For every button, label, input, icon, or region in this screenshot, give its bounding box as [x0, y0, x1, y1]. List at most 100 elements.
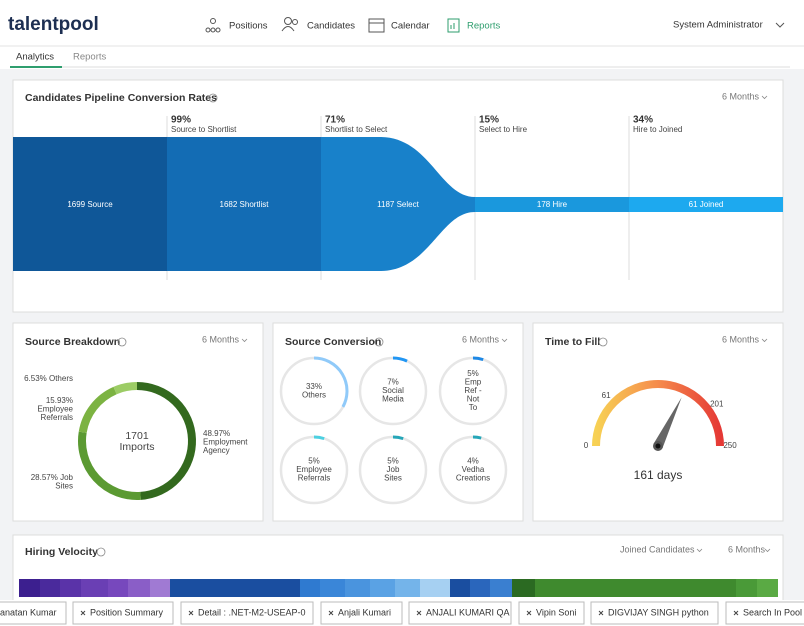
- velocity-segment: [128, 579, 150, 597]
- velocity-segment: [150, 579, 170, 597]
- open-tab-label[interactable]: Position Summary: [90, 607, 164, 617]
- ring-label: Vedha: [462, 465, 485, 474]
- velocity-period[interactable]: 6 Months: [728, 544, 766, 554]
- breakdown-period[interactable]: 6 Months: [202, 334, 240, 344]
- segment-label: 15.93%: [46, 396, 73, 405]
- segment-label: Sites: [55, 482, 73, 491]
- stage-label: 1682 Shortlist: [220, 200, 270, 209]
- open-tab-label[interactable]: ANJALI KUMARI QA: [426, 607, 510, 617]
- ring-label: Employee: [296, 465, 332, 474]
- pipeline-period[interactable]: 6 Months: [722, 91, 760, 101]
- ring-arc: [472, 435, 482, 440]
- open-tab[interactable]: [725, 601, 804, 625]
- ring-arc: [313, 435, 325, 441]
- velocity-segment: [470, 579, 490, 597]
- open-tab-label[interactable]: DIGVIJAY SINGH python: [608, 607, 709, 617]
- open-tab-label[interactable]: anatan Kumar: [0, 607, 57, 617]
- velocity-segment: [345, 579, 370, 597]
- nav-calendar[interactable]: Calendar: [391, 21, 430, 32]
- segment-label: Referrals: [41, 413, 73, 422]
- tab-analytics[interactable]: Analytics: [16, 52, 54, 63]
- donut-segment: [78, 431, 141, 500]
- conversion-rate: 34%: [633, 115, 653, 126]
- ring-label: Job: [387, 465, 400, 474]
- velocity-segment: [81, 579, 108, 597]
- velocity-segment: [512, 579, 535, 597]
- velocity-segment: [395, 579, 420, 597]
- tab-close: [526, 610, 532, 616]
- velocity-segment: [580, 579, 736, 597]
- open-tab-label[interactable]: Detail : .NET-M2-USEAP-0: [198, 607, 306, 617]
- logo[interactable]: talentpool: [8, 14, 99, 35]
- velocity-segment: [535, 579, 580, 597]
- ring-label: Creations: [456, 474, 490, 483]
- conversion-label: Hire to Joined: [633, 125, 682, 134]
- nav-candidates[interactable]: Candidates: [307, 21, 355, 32]
- tab-close: [733, 610, 739, 616]
- segment-label: Employment: [203, 438, 248, 447]
- velocity-segment: [490, 579, 512, 597]
- funnel: [13, 116, 783, 280]
- segment-label: 28.57% Job: [31, 473, 74, 482]
- tab-close: [188, 610, 194, 616]
- tab-reports[interactable]: Reports: [73, 52, 107, 63]
- ring-label: Media: [382, 395, 404, 404]
- velocity-filter[interactable]: Joined Candidates: [620, 544, 695, 554]
- velocity-segment: [300, 579, 320, 597]
- segment-label: Employee: [37, 405, 73, 414]
- ring-label: Social: [382, 386, 404, 395]
- conversion-title: Source Conversion: [285, 336, 381, 348]
- open-tab-label[interactable]: Anjali Kumari: [338, 607, 391, 617]
- conversion-period[interactable]: 6 Months: [462, 334, 500, 344]
- velocity-strip: [19, 579, 778, 597]
- ring-label: Others: [302, 390, 326, 399]
- ring-label: 5%: [467, 369, 479, 378]
- gauge-hub-dot: [655, 443, 661, 449]
- ring-label: 4%: [467, 457, 479, 466]
- velocity-segment: [108, 579, 128, 597]
- nav-positions[interactable]: Positions: [229, 21, 268, 32]
- header: [0, 0, 804, 46]
- ring-label: Ref -: [464, 386, 482, 395]
- nav-reports[interactable]: Reports: [467, 21, 501, 32]
- stage-label: 61 Joined: [689, 200, 724, 209]
- time-period[interactable]: 6 Months: [722, 334, 760, 344]
- open-tab[interactable]: [180, 601, 314, 625]
- ring-arc: [392, 356, 408, 363]
- open-tab[interactable]: [408, 601, 512, 625]
- gauge-tick-label: 250: [723, 441, 737, 450]
- tab-close: [80, 610, 86, 616]
- donut-segment: [78, 386, 117, 434]
- velocity-segment: [19, 579, 40, 597]
- velocity-segment: [40, 579, 60, 597]
- ring-label: 7%: [387, 378, 399, 387]
- conversion-label: Shortlist to Select: [325, 125, 388, 134]
- open-tab[interactable]: [320, 601, 403, 625]
- tab-close: [416, 610, 422, 616]
- open-tab[interactable]: [590, 601, 719, 625]
- conversion-label: Source to Shortlist: [171, 125, 237, 134]
- open-tab[interactable]: [0, 601, 67, 625]
- user-menu[interactable]: System Administrator: [673, 20, 763, 31]
- tab-close: [328, 610, 334, 616]
- conversion-rate: 99%: [171, 115, 191, 126]
- gauge-arc: [592, 380, 724, 447]
- ring-label: Sites: [384, 474, 402, 483]
- gauge-tick-label: 61: [602, 391, 611, 400]
- time-title: Time to Fill: [545, 336, 600, 348]
- open-tab-label[interactable]: Search In Pool: [743, 607, 802, 617]
- open-tab[interactable]: [72, 601, 174, 625]
- ring-arc: [392, 435, 404, 441]
- open-tab-label[interactable]: Vipin Soni: [536, 607, 576, 617]
- open-tab[interactable]: [518, 601, 585, 625]
- stage-label: 1187 Select: [377, 200, 419, 209]
- segment-label: 48.97%: [203, 429, 230, 438]
- donut-center: 1701: [125, 430, 149, 442]
- gauge-needle: [653, 397, 682, 449]
- ring-arc: [313, 356, 349, 408]
- ring-label: 5%: [308, 457, 320, 466]
- stage-label: 1699 Source: [67, 200, 113, 209]
- conversion-rate: 15%: [479, 115, 499, 126]
- velocity-segment: [757, 579, 778, 597]
- donut-segment: [136, 382, 196, 500]
